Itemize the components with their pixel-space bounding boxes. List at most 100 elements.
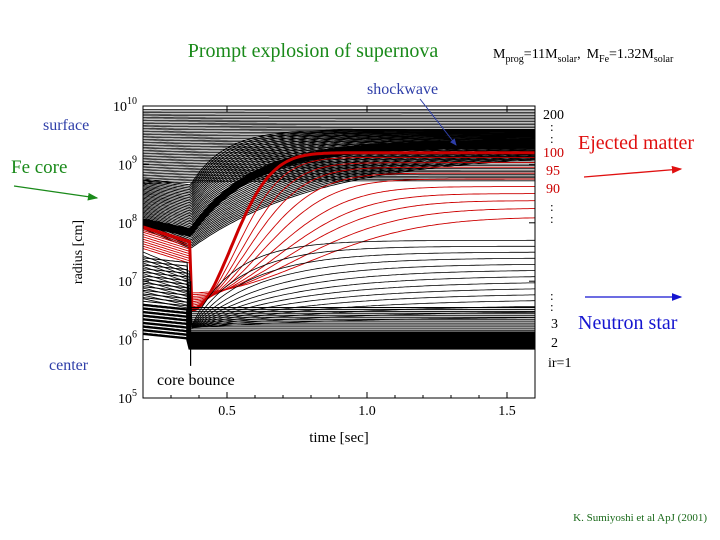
shocked-shell-line — [143, 132, 535, 196]
shockwave-label: shockwave — [367, 81, 438, 98]
shell-label-200: 200 — [543, 108, 564, 123]
shocked-shell-line — [143, 154, 535, 241]
fallback-shell-line — [143, 251, 535, 328]
core-shell-line — [143, 318, 535, 342]
shocked-shell-line — [143, 156, 535, 244]
shock-front-line — [143, 139, 535, 231]
shocked-shell-line — [143, 133, 535, 199]
fallback-shell-line — [143, 276, 535, 328]
shell-label-95: 95 — [546, 164, 560, 179]
shocked-shell-line — [143, 135, 535, 202]
y-tick-label: 109 — [118, 154, 137, 173]
shell-dots-mid-2: : — [550, 211, 554, 226]
core-shell-line — [143, 307, 535, 336]
envelope-shell-line — [143, 125, 535, 128]
citation: K. Sumiyoshi et al ApJ (2001) — [573, 512, 707, 524]
envelope-shell-line — [143, 119, 535, 121]
envelope-shell-line — [143, 118, 535, 120]
shocked-shell-line — [143, 152, 535, 238]
ejected-shell-line — [143, 186, 535, 301]
core-shell-line — [143, 328, 535, 348]
fallback-shell-line — [143, 280, 535, 328]
core-shell-line — [143, 303, 535, 334]
fe-core-arrow — [13, 185, 99, 201]
shocked-shell-line — [143, 138, 535, 210]
core-shell-line — [143, 325, 535, 346]
y-tick-label: 106 — [118, 330, 137, 349]
envelope-shell-line — [143, 122, 535, 125]
fallback-shell-line — [143, 264, 535, 328]
shocked-shell-line — [143, 157, 535, 246]
shell-label-100: 100 — [543, 146, 564, 161]
core-shell-line — [143, 289, 535, 326]
shocked-shell-line — [143, 159, 535, 249]
ejected-shell-line — [143, 208, 535, 296]
core-shell-line — [143, 297, 535, 330]
shell-dots-mid-1: : — [550, 199, 554, 214]
shell-label-ir1: ir=1 — [548, 356, 571, 371]
shell-dots-top-2: : — [550, 131, 554, 146]
envelope-shell-line — [143, 127, 535, 129]
core-shell-line — [143, 264, 535, 312]
core-shell-line — [143, 321, 535, 344]
surface-label: surface — [43, 117, 89, 134]
ejected-shell-line — [143, 217, 535, 294]
shocked-shell-line — [143, 137, 535, 207]
core-shell-line — [143, 275, 535, 318]
shell-label-2: 2 — [551, 336, 558, 351]
y-axis-label: radius [cm] — [71, 220, 86, 284]
y-tick-label: 107 — [118, 271, 137, 290]
shocked-shell-line — [143, 136, 535, 205]
x-tick-label: 1.5 — [498, 404, 516, 419]
shocked-shell-line — [143, 130, 535, 191]
ejected-shell-line — [143, 200, 535, 297]
core-shell-line — [143, 286, 535, 324]
shockwave-arrow — [419, 98, 457, 146]
core-shell-line — [143, 332, 535, 350]
envelope-shell-line — [143, 175, 535, 180]
shocked-shell-line — [143, 131, 535, 194]
x-tick-label: 1.0 — [358, 404, 376, 419]
shocked-shell-line — [143, 131, 535, 192]
fallback-shell-line — [143, 239, 535, 327]
shocked-shell-line — [143, 133, 535, 197]
core-shell-line — [143, 279, 535, 320]
ejected-matter-label: Ejected matter — [578, 132, 694, 154]
envelope-shell-line — [143, 124, 535, 126]
shocked-shell-line — [143, 137, 535, 208]
envelope-shell-line — [143, 177, 535, 181]
core-bounce-label: core bounce — [157, 372, 235, 389]
fe-core-label: Fe core — [11, 157, 67, 178]
shell-dots-low-1: : — [550, 288, 554, 303]
shocked-shell-line — [143, 129, 535, 187]
core-shell-line — [143, 314, 535, 340]
plot-area — [143, 109, 535, 366]
core-shell-line — [143, 271, 535, 316]
neutron-star-label: Neutron star — [578, 312, 678, 334]
shocked-shell-line — [143, 135, 535, 204]
chart-title: Prompt explosion of supernova — [188, 40, 439, 62]
y-tick-label: 108 — [118, 213, 137, 232]
core-shell-line — [143, 261, 535, 310]
shell-dots-top-1: : — [550, 119, 554, 134]
progenitor-parameters: Mprog=11Msolar, MFe=1.32Msolar — [493, 47, 674, 65]
ejected-matter-arrow — [583, 165, 683, 178]
ejected-shell-line — [143, 193, 535, 299]
core-shell-line — [143, 282, 535, 322]
core-shell-line — [143, 257, 535, 308]
shocked-shell-line — [143, 134, 535, 200]
shell-labels: 200 : : 100 95 90 : : : : 3 2 ir=1 — [543, 108, 571, 371]
envelope-shell-line — [143, 121, 535, 123]
shocked-shell-line — [143, 155, 535, 243]
shell-dots-low-2: : — [550, 299, 554, 314]
axis-ticks: 0.5 1.0 1.5 105 106 107 108 109 1010 — [113, 96, 535, 419]
fallback-shell-line — [143, 245, 535, 327]
x-axis-label: time [sec] — [309, 430, 369, 446]
core-shell-line — [143, 293, 535, 328]
shell-label-3: 3 — [551, 317, 558, 332]
shocked-shell-line — [143, 128, 535, 186]
core-shell-line — [143, 300, 535, 332]
y-tick-label: 105 — [118, 388, 137, 407]
core-shell-line — [143, 310, 535, 338]
